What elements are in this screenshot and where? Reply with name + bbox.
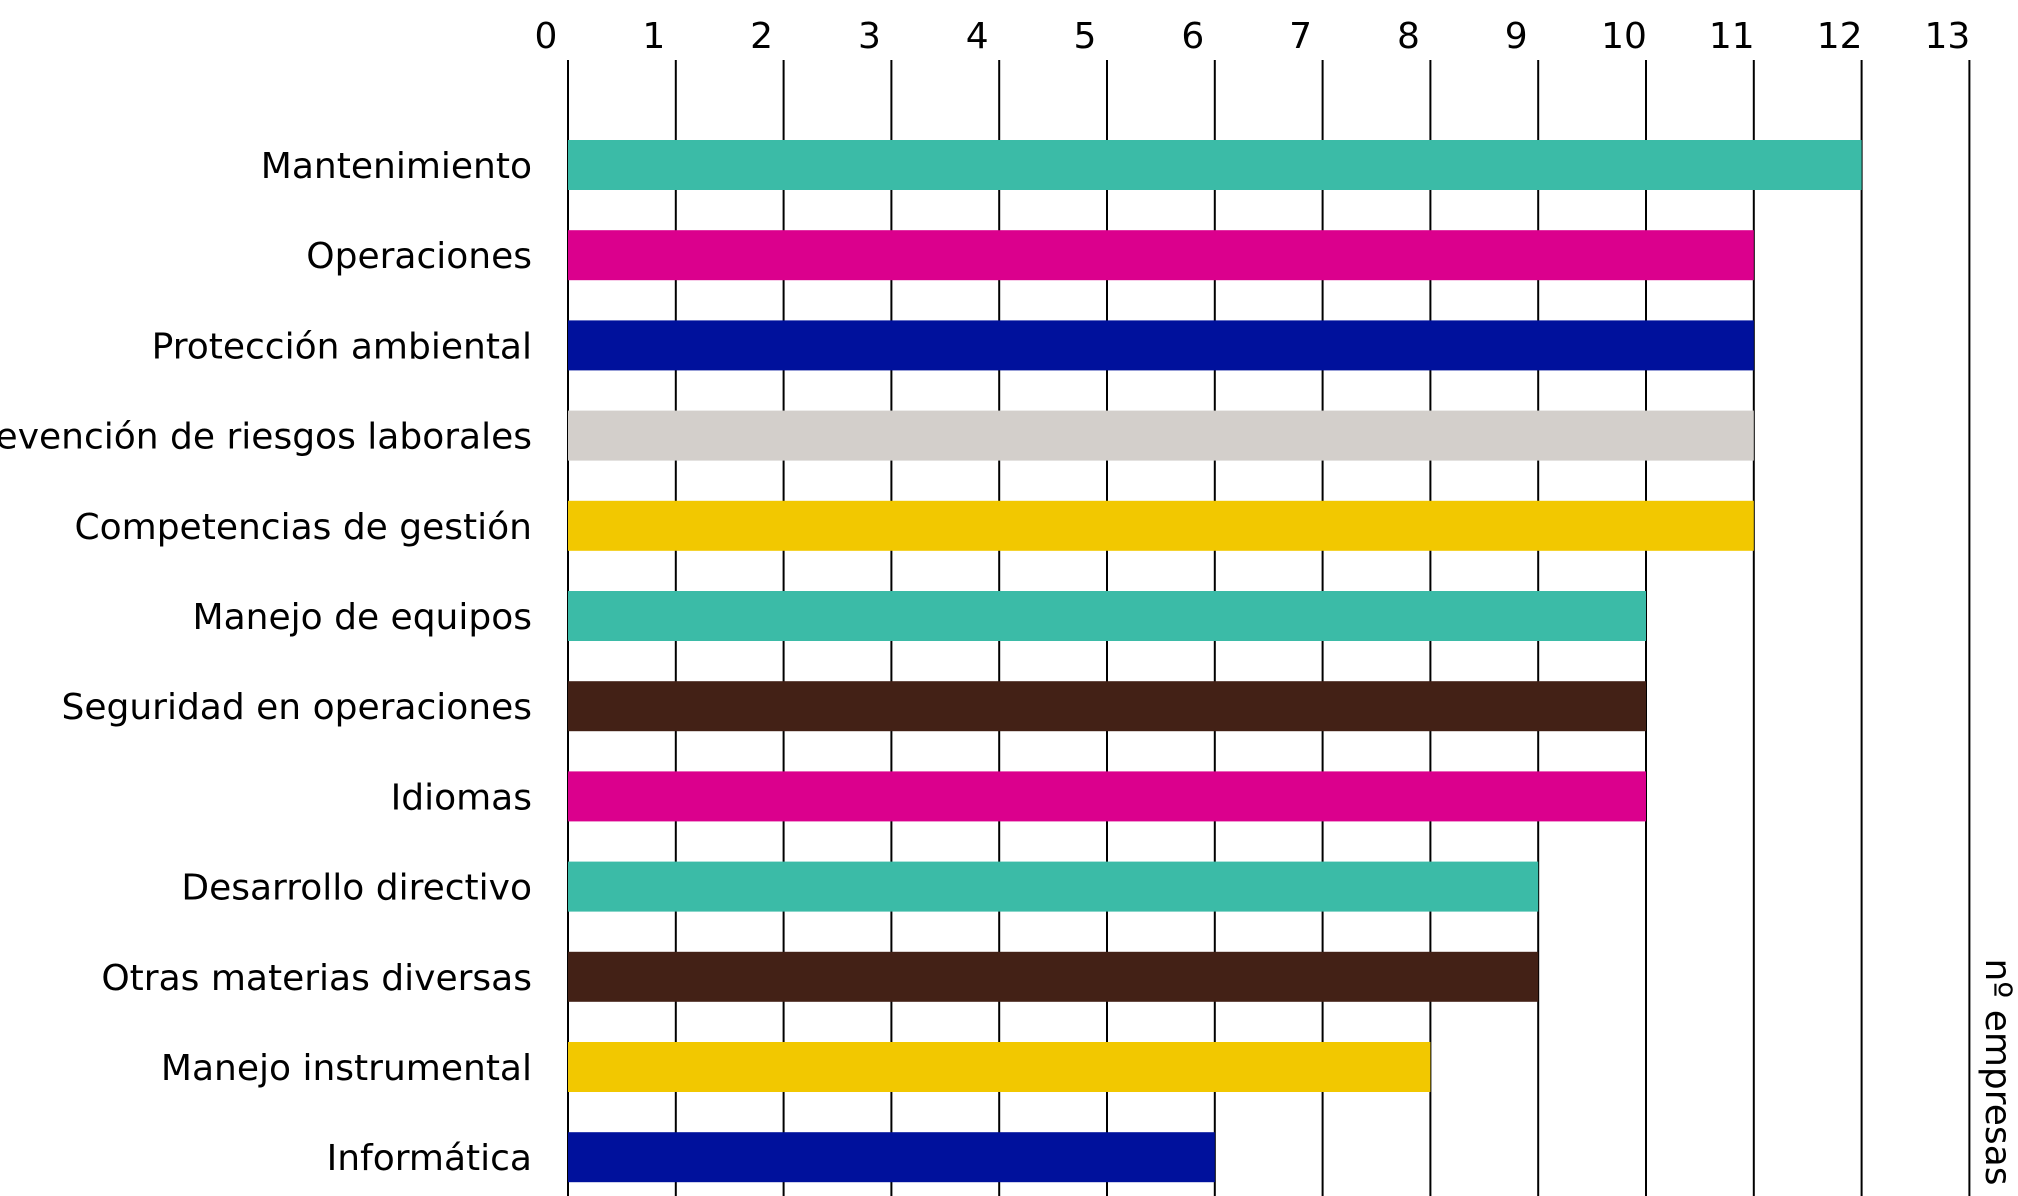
category-label: Desarrollo directivo bbox=[181, 868, 532, 909]
bar bbox=[568, 1042, 1431, 1092]
x-tick-label: 5 bbox=[1074, 16, 1097, 57]
x-tick-label: 13 bbox=[1924, 16, 1970, 57]
bar bbox=[568, 500, 1754, 551]
x-tick-label: 7 bbox=[1289, 16, 1312, 57]
category-label: Otras materias diversas bbox=[101, 958, 532, 999]
category-label: Idiomas bbox=[391, 777, 532, 818]
bar bbox=[568, 861, 1539, 912]
bar bbox=[568, 771, 1646, 822]
category-label: Protección ambiental bbox=[152, 326, 532, 367]
category-label: Informática bbox=[327, 1138, 532, 1179]
category-label: Competencias de gestión bbox=[74, 507, 532, 548]
category-label: Seguridad en operaciones bbox=[61, 687, 532, 728]
bars bbox=[568, 140, 1862, 1183]
bar bbox=[568, 230, 1754, 281]
category-labels: Mantenimiento Operaciones Protección ambie… bbox=[0, 146, 532, 1179]
x-tick-label: 6 bbox=[1181, 16, 1204, 57]
x-tick-label: 2 bbox=[750, 16, 773, 57]
x-tick-label: 1 bbox=[642, 16, 665, 57]
x-tick-label: 9 bbox=[1505, 16, 1528, 57]
x-tick-label: 12 bbox=[1817, 16, 1863, 57]
bar bbox=[568, 320, 1754, 371]
category-label: Operaciones bbox=[306, 236, 532, 277]
x-tick-label: 11 bbox=[1709, 16, 1755, 57]
x-tick-label: 3 bbox=[858, 16, 881, 57]
x-axis-ticks: 0 1 2 3 4 5 6 7 8 9 10 11 12 13 bbox=[535, 16, 1971, 57]
bar bbox=[568, 1132, 1215, 1183]
bar bbox=[568, 410, 1754, 461]
category-label: Manejo instrumental bbox=[161, 1048, 532, 1089]
x-tick-label: 0 bbox=[535, 16, 558, 57]
x-tick-label: 8 bbox=[1397, 16, 1420, 57]
bar bbox=[568, 681, 1646, 732]
category-label: Prevención de riesgos laborales bbox=[0, 417, 532, 458]
x-axis-title: nº empresas bbox=[1977, 958, 2018, 1185]
bar bbox=[568, 591, 1646, 641]
bar bbox=[568, 140, 1862, 190]
category-label: Manejo de equipos bbox=[193, 597, 532, 638]
category-label: Mantenimiento bbox=[261, 146, 532, 187]
x-tick-label: 4 bbox=[966, 16, 989, 57]
bar bbox=[568, 951, 1539, 1002]
x-tick-label: 10 bbox=[1601, 16, 1647, 57]
